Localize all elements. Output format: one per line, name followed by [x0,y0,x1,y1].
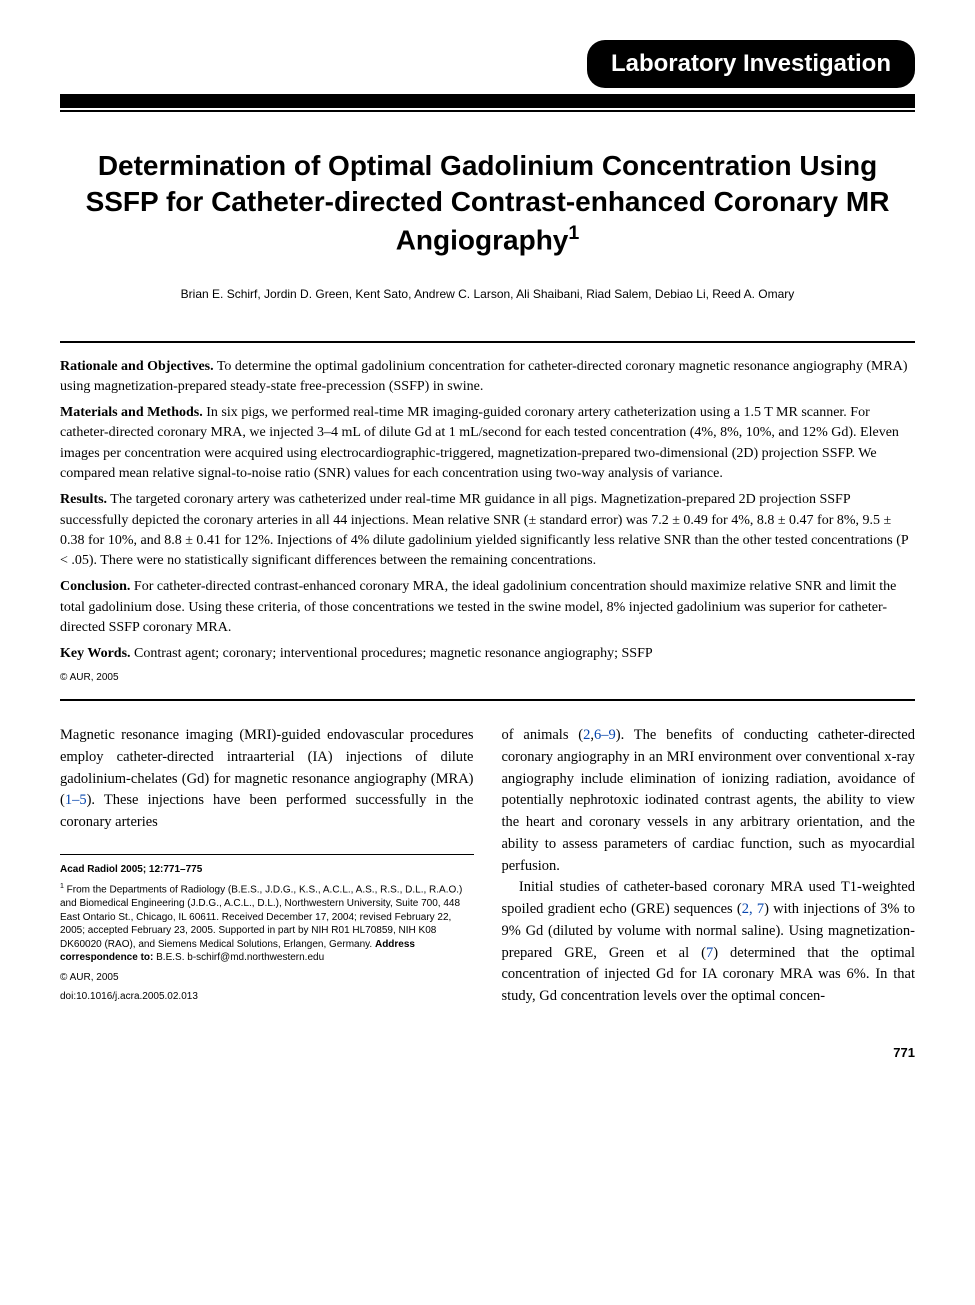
footnote-doi: doi:10.1016/j.acra.2005.02.013 [60,990,474,1004]
body-paragraph-3: Initial studies of catheter-based corona… [502,877,916,1008]
article-title-text: Determination of Optimal Gadolinium Conc… [86,150,890,255]
body-p1b: ). These injections have been performed … [60,792,474,830]
abstract-rationale: Rationale and Objectives. To determine t… [60,357,915,398]
rule-thick [60,94,915,108]
article-title-sup: 1 [568,222,579,244]
abstract-conclusion: Conclusion. For catheter-directed contra… [60,577,915,638]
page-number: 771 [60,1045,915,1060]
citation-link[interactable]: 2, 7 [742,901,764,917]
section-header-inner: Laboratory Investigation [60,40,915,88]
body-p2a: of animals ( [502,727,584,743]
body-p2c: ). The benefits of conducting catheter-d… [502,727,916,874]
footnote-corr-text: B.E.S. b-schirf@md.northwestern.edu [153,952,324,963]
results-label: Results. [60,492,107,507]
section-header: Laboratory Investigation [60,40,915,112]
footnote-block: Acad Radiol 2005; 12:771–775 1 From the … [60,854,474,1004]
footnote-journal-text: Acad Radiol 2005; 12:771–775 [60,864,202,875]
footnote-affiliation: 1 From the Departments of Radiology (B.E… [60,882,474,964]
rationale-label: Rationale and Objectives. [60,359,214,374]
body-paragraph-2: of animals (2,6–9). The benefits of cond… [502,725,916,877]
body-columns: Magnetic resonance imaging (MRI)-guided … [60,725,915,1009]
body-paragraph-1: Magnetic resonance imaging (MRI)-guided … [60,725,474,834]
abstract: Rationale and Objectives. To determine t… [60,357,915,686]
abstract-copyright: © AUR, 2005 [60,671,915,686]
footnote-journal: Acad Radiol 2005; 12:771–775 [60,863,474,877]
citation-link[interactable]: 6–9 [594,727,616,743]
keywords-label: Key Words. [60,646,131,661]
abstract-keywords: Key Words. Contrast agent; coronary; int… [60,644,915,664]
methods-label: Materials and Methods. [60,405,203,420]
keywords-text: Contrast agent; coronary; interventional… [131,646,653,661]
abstract-methods: Materials and Methods. In six pigs, we p… [60,403,915,484]
rule-thin [60,110,915,112]
abstract-results: Results. The targeted coronary artery wa… [60,490,915,571]
citation-link[interactable]: 1–5 [65,792,87,808]
article-title: Determination of Optimal Gadolinium Conc… [60,148,915,259]
results-text: The targeted coronary artery was cathete… [60,492,908,568]
section-label: Laboratory Investigation [587,40,915,88]
conclusion-text: For catheter-directed contrast-enhanced … [60,579,896,635]
conclusion-label: Conclusion. [60,579,130,594]
authors: Brian E. Schirf, Jordin D. Green, Kent S… [60,287,915,301]
abstract-rule-top [60,341,915,343]
abstract-rule-bottom [60,699,915,701]
footnote-copyright: © AUR, 2005 [60,971,474,985]
